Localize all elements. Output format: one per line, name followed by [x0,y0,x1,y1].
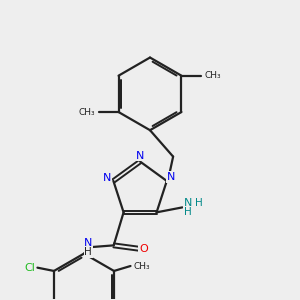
Text: N: N [103,173,112,183]
Text: CH₃: CH₃ [79,107,95,116]
Text: H: H [184,207,192,217]
Text: H: H [195,198,203,208]
Text: N: N [136,151,144,160]
Text: CH₃: CH₃ [205,71,221,80]
Text: N: N [84,238,92,248]
Text: CH₃: CH₃ [134,262,150,271]
Text: Cl: Cl [25,263,36,273]
Text: O: O [139,244,148,254]
Text: N: N [167,172,175,182]
Text: N: N [184,198,192,208]
Text: H: H [84,247,92,257]
